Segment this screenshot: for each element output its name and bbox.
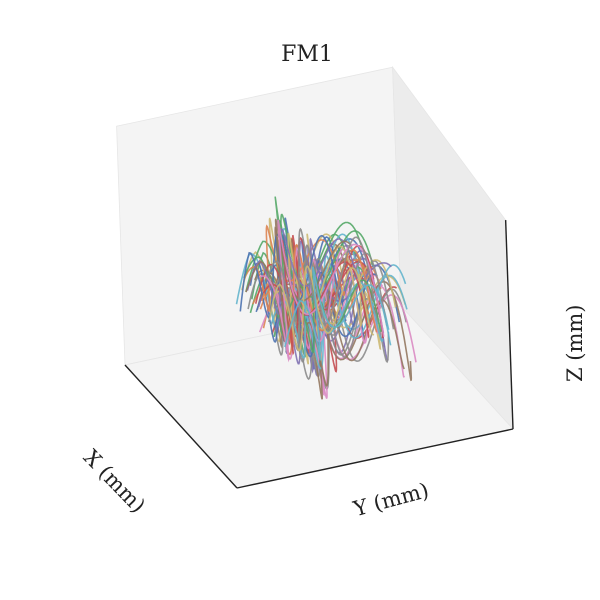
axis-edges (124, 220, 514, 489)
x-axis-line (124, 364, 238, 489)
trajectory-group (235, 196, 417, 400)
trajectory-line (246, 227, 359, 316)
chart-title: FM1 (281, 42, 333, 67)
trajectory-line (273, 240, 385, 365)
trajectory-line (243, 224, 346, 313)
axis-panes (116, 65, 514, 489)
trajectory-line (249, 234, 347, 343)
y-axis-line (236, 428, 514, 489)
trajectory-line (274, 271, 378, 358)
trajectory-line (243, 213, 374, 337)
trajectory-line (268, 265, 375, 352)
trajectory-line (284, 266, 392, 361)
z-axis-label: Z (mm) (563, 304, 587, 382)
trajectory-line (258, 219, 385, 363)
z-axis-line (504, 220, 514, 430)
